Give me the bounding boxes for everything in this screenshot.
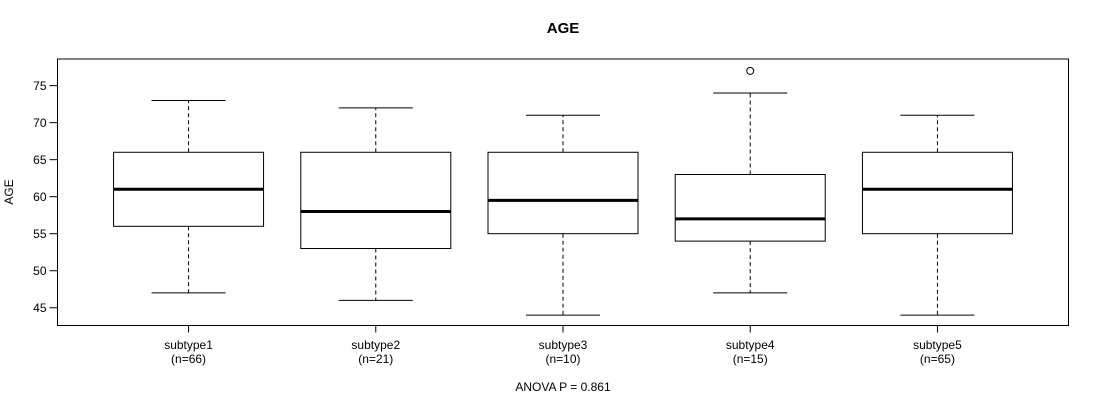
x-tick-label: subtype4	[726, 338, 775, 352]
x-tick-label: subtype1	[164, 338, 213, 352]
y-tick-label: 65	[33, 153, 47, 167]
boxplot-group: subtype3(n=10)	[487, 114, 639, 366]
x-tick-sublabel: (n=15)	[733, 352, 768, 366]
y-tick-label: 60	[33, 190, 47, 204]
y-tick-label: 55	[33, 227, 47, 241]
plot-area: 45505560657075subtype1(n=66)subtype2(n=2…	[33, 58, 1069, 366]
boxplot-group: subtype1(n=66)	[113, 99, 265, 366]
chart-title: AGE	[547, 20, 580, 37]
boxplot-group: subtype2(n=21)	[300, 107, 452, 366]
anova-annotation: ANOVA P = 0.861	[515, 380, 611, 394]
x-tick-sublabel: (n=65)	[920, 352, 955, 366]
box-rect	[861, 151, 1013, 235]
box-rect	[487, 151, 639, 235]
y-tick-label: 75	[33, 79, 47, 93]
x-tick-label: subtype5	[913, 338, 962, 352]
y-tick-label: 70	[33, 116, 47, 130]
y-axis-label: AGE	[2, 179, 16, 204]
y-tick-label: 45	[33, 301, 47, 315]
x-tick-label: subtype2	[351, 338, 400, 352]
boxplot-group: subtype5(n=65)	[861, 114, 1013, 366]
x-tick-label: subtype3	[539, 338, 588, 352]
outlier-point	[746, 66, 755, 75]
box-rect	[674, 173, 826, 242]
boxplot-group: subtype4(n=15)	[674, 66, 826, 366]
y-tick-label: 50	[33, 264, 47, 278]
x-tick-sublabel: (n=21)	[358, 352, 393, 366]
box-rect	[300, 151, 452, 250]
x-tick-sublabel: (n=10)	[545, 352, 580, 366]
x-tick-sublabel: (n=66)	[171, 352, 206, 366]
